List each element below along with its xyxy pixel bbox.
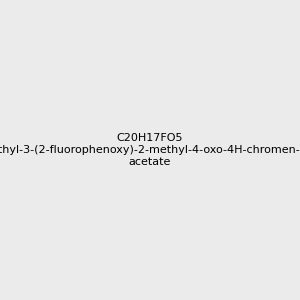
Text: C20H17FO5
6-ethyl-3-(2-fluorophenoxy)-2-methyl-4-oxo-4H-chromen-7-yl acetate: C20H17FO5 6-ethyl-3-(2-fluorophenoxy)-2-… [0,134,300,166]
